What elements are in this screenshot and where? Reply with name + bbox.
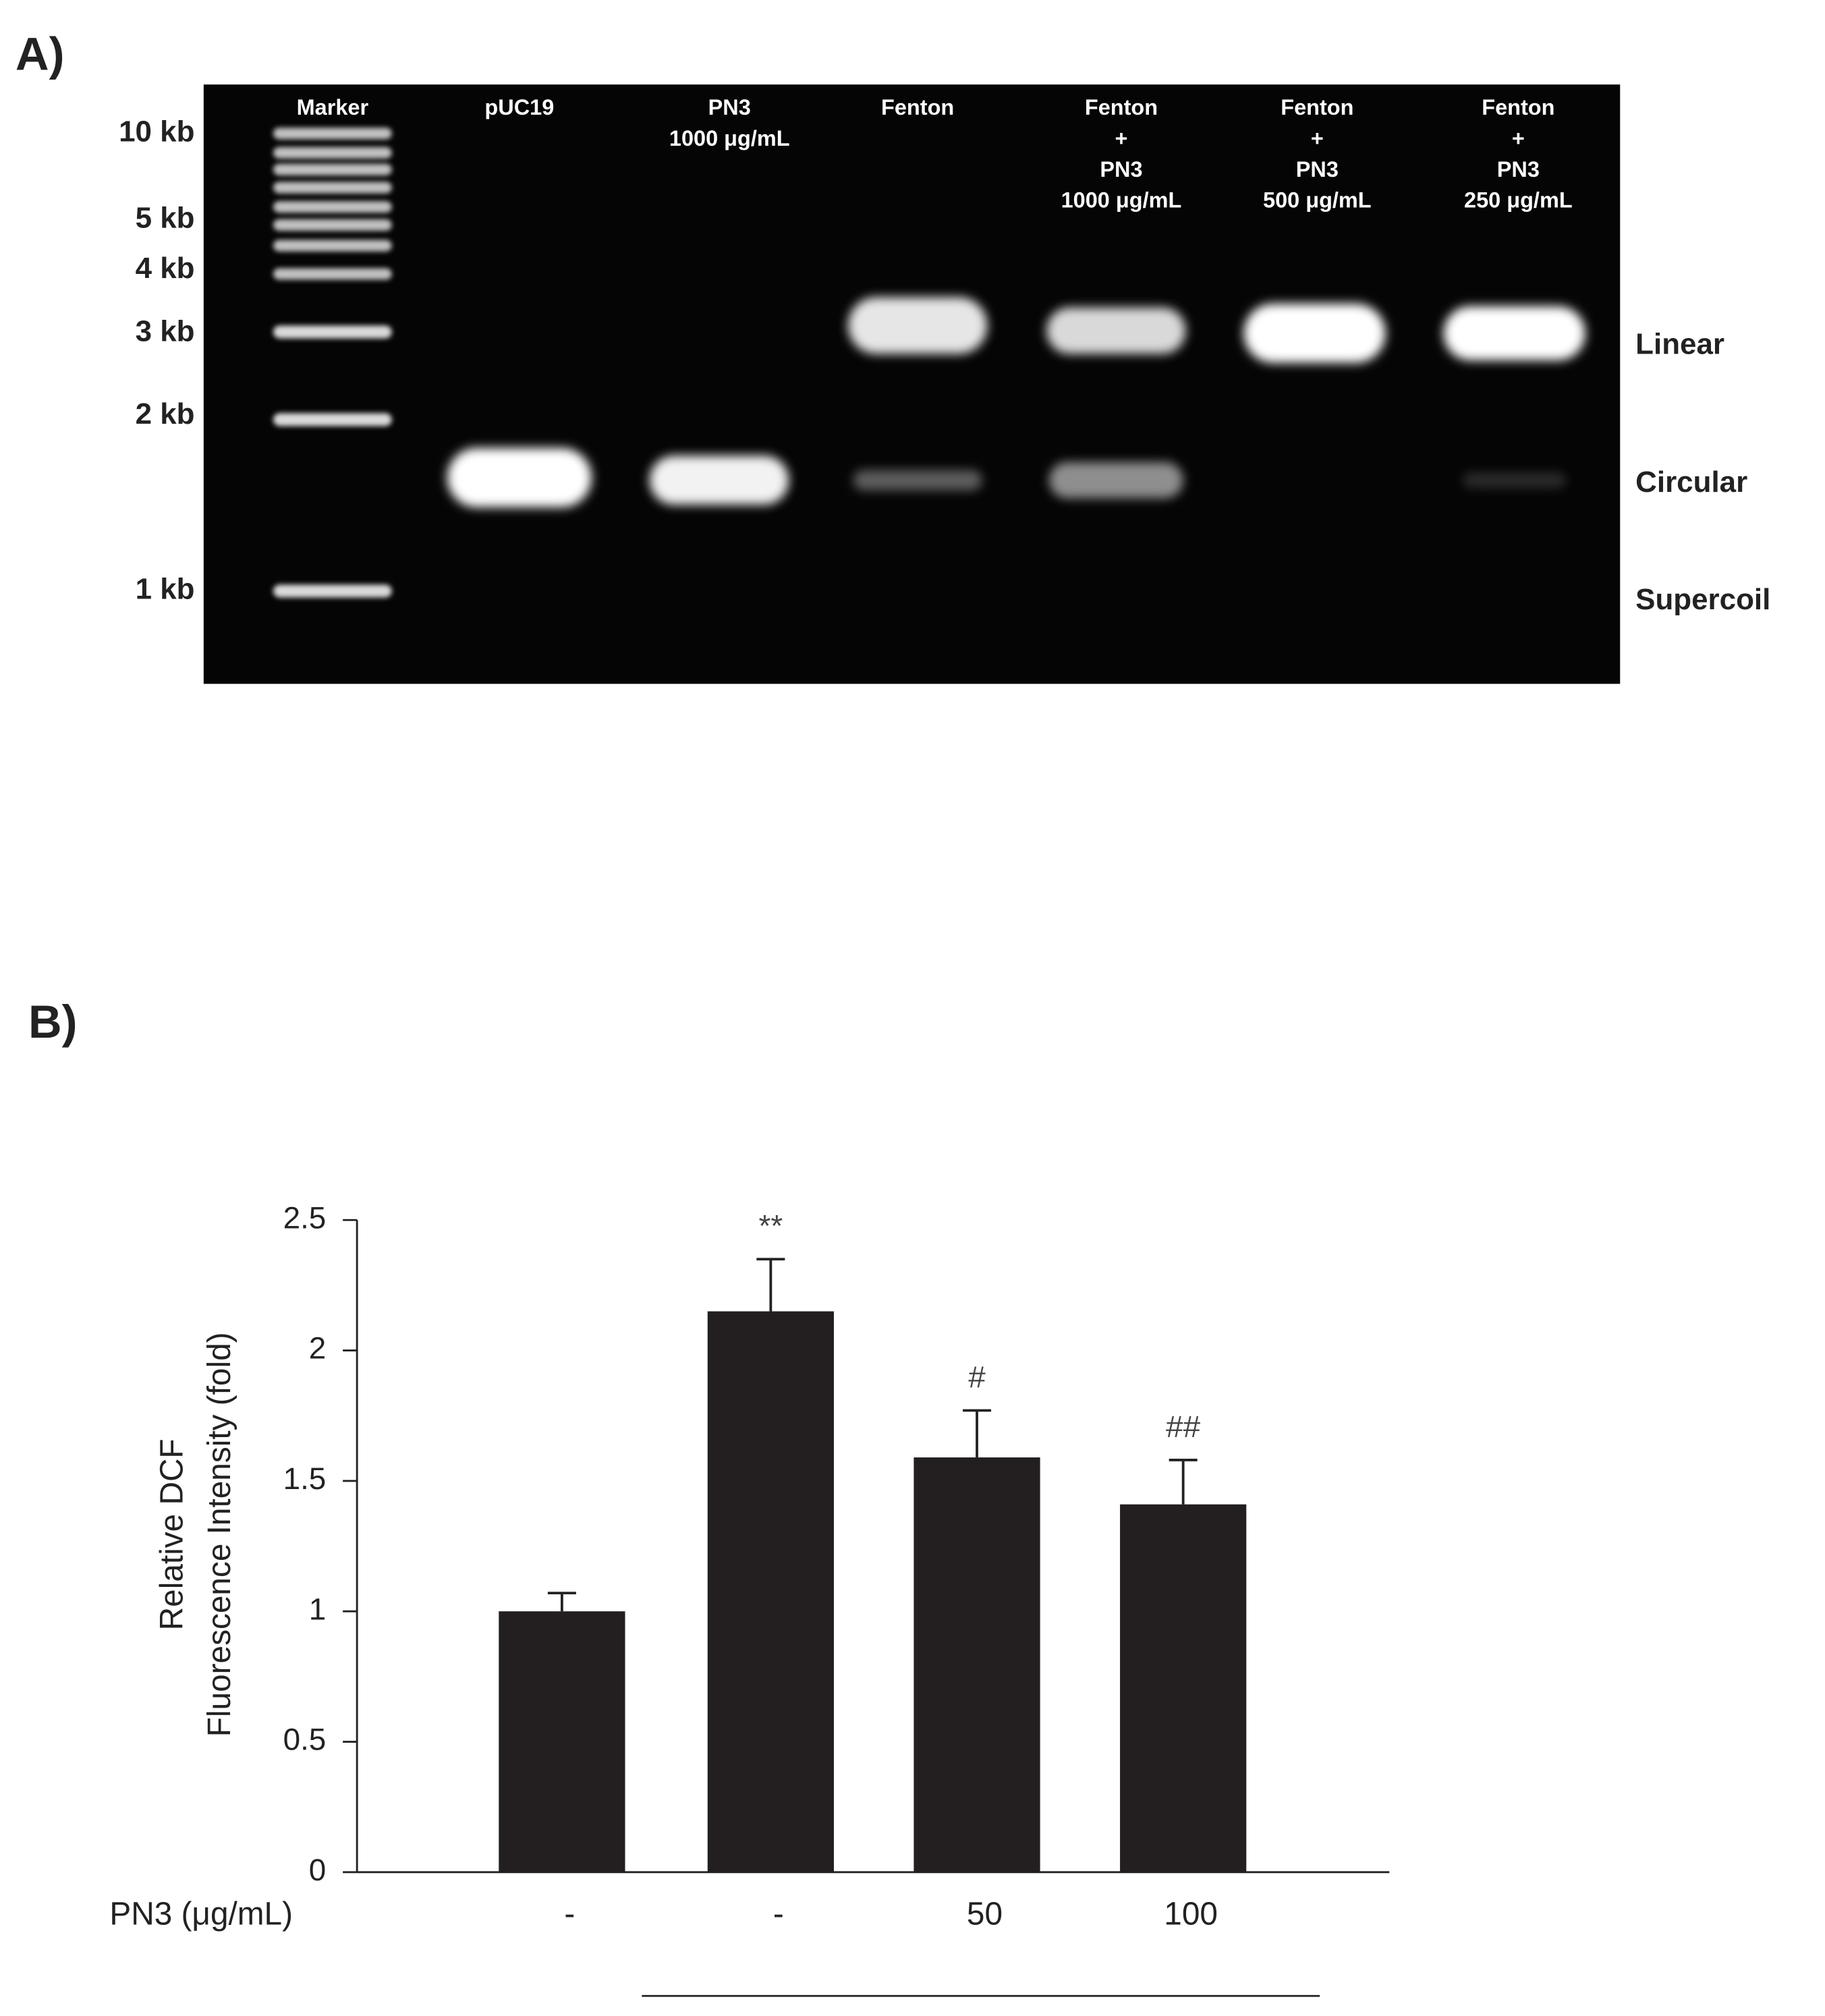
y-tick-label: 0 [309, 1853, 327, 1887]
gel-band [273, 128, 392, 140]
gel-band [1443, 306, 1585, 361]
x-tick-label: - [564, 1896, 575, 1932]
gel-band [273, 584, 392, 598]
lane-label: PN3 [708, 95, 751, 119]
gel-band [853, 470, 982, 491]
bar [914, 1457, 1040, 1872]
significance-mark: # [968, 1360, 986, 1395]
category-axis-label: PN3 (μg/mL) [109, 1896, 293, 1932]
x-tick-label: - [773, 1896, 784, 1932]
y-tick-label: 2.5 [283, 1200, 327, 1235]
error-bar [547, 1592, 576, 1612]
bar [1120, 1504, 1247, 1872]
form-label: Supercoil [1635, 583, 1770, 616]
gel-band [1048, 461, 1183, 499]
group-label: α-MSH [945, 2012, 1046, 2016]
y-tick-label: 2 [309, 1331, 327, 1366]
gel-band [273, 240, 392, 252]
lane-label: Fenton [1482, 95, 1554, 119]
gel-band [1243, 304, 1386, 363]
lane-label: PN3 [1497, 157, 1540, 181]
gel-band [273, 163, 392, 175]
gel-band [1046, 307, 1186, 354]
significance-mark: ## [1166, 1409, 1200, 1444]
size-marker-label: 3 kb [136, 315, 195, 348]
bar [707, 1311, 834, 1872]
x-tick-label: 50 [967, 1896, 1003, 1932]
gel-band [847, 297, 988, 354]
lane-label: Fenton [1281, 95, 1353, 119]
error-bar [756, 1258, 785, 1312]
y-tick-label: 1 [309, 1592, 327, 1626]
lane-label: + [1311, 126, 1324, 150]
lane-label: 250 μg/mL [1464, 188, 1573, 213]
gel-bands [273, 128, 1585, 598]
form-label: Circular [1635, 466, 1747, 499]
lane-label: Fenton [881, 95, 954, 119]
lane-label: PN3 [1100, 157, 1142, 181]
gel-band [273, 181, 392, 194]
gel-band [273, 219, 392, 231]
bar [499, 1611, 625, 1872]
size-marker-label: 5 kb [136, 201, 195, 234]
lane-label: + [1512, 126, 1525, 150]
lane-label: pUC19 [484, 95, 554, 119]
y-axis-title: Fluorescence Intensity (fold) [202, 1332, 237, 1737]
panel-label: A) [16, 28, 65, 80]
form-label: Linear [1635, 328, 1724, 361]
size-marker-label: 2 kb [136, 397, 195, 430]
size-marker-label: 1 kb [136, 573, 195, 606]
lane-label: 1000 μg/mL [669, 126, 790, 150]
size-marker-label: 4 kb [136, 252, 195, 285]
y-axis-title: Relative DCF [155, 1438, 190, 1630]
gel-band [273, 268, 392, 280]
x-tick-label: 100 [1164, 1896, 1218, 1932]
y-tick-label: 1.5 [283, 1461, 327, 1496]
lane-label: 1000 μg/mL [1061, 188, 1182, 213]
gel-band [447, 447, 592, 507]
error-bar [1169, 1459, 1198, 1505]
gel [203, 84, 1621, 684]
lane-label: Fenton [1085, 95, 1158, 119]
gel-band [649, 455, 789, 505]
gel-band [273, 146, 392, 159]
lane-label: Marker [297, 95, 369, 119]
gel-band [273, 413, 392, 426]
lane-label: PN3 [1296, 157, 1339, 181]
gel-band [273, 201, 392, 213]
size-marker-label: 10 kb [119, 115, 194, 148]
significance-mark: ** [759, 1209, 783, 1243]
lane-label: + [1115, 126, 1127, 150]
gel-band [1463, 472, 1567, 488]
y-tick-label: 0.5 [283, 1723, 327, 1757]
panel-label: B) [28, 996, 78, 1048]
lane-label: 500 μg/mL [1263, 188, 1372, 213]
gel-band [273, 325, 392, 339]
error-bar [963, 1409, 992, 1458]
